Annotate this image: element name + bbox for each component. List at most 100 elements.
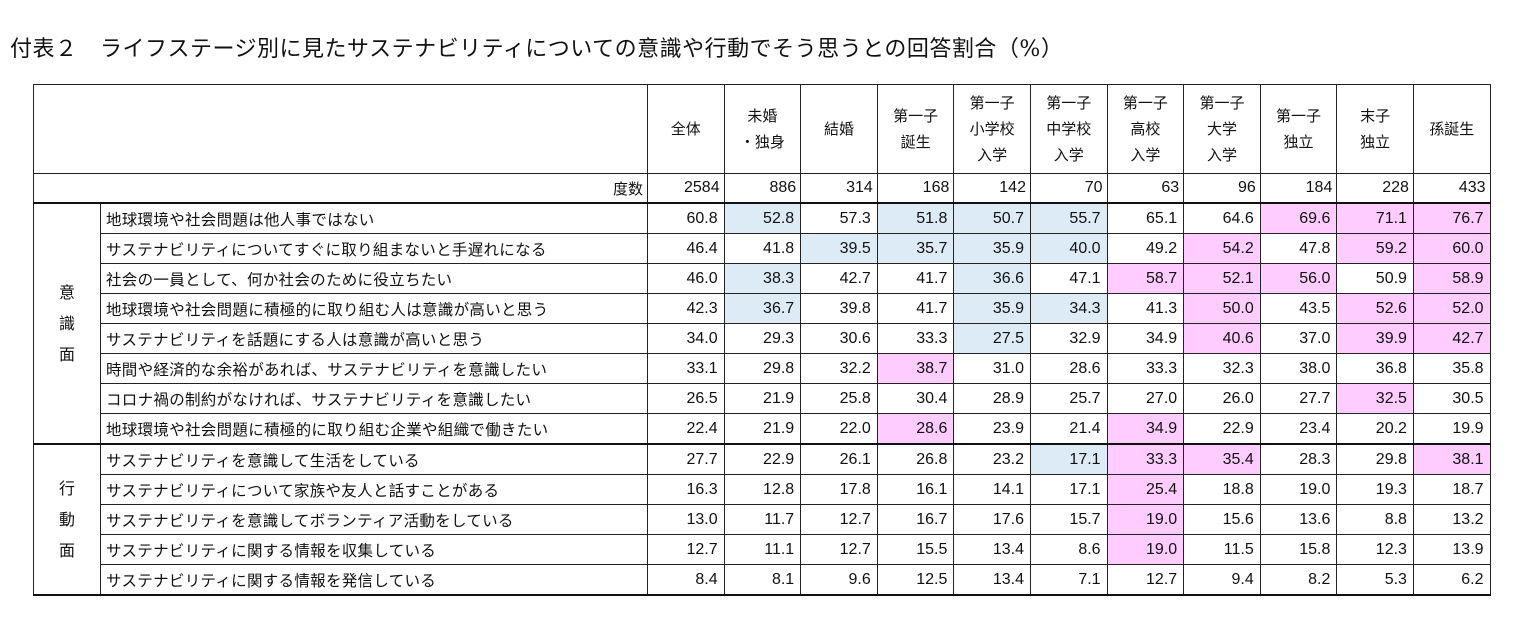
table-row: サステナビリティに関する情報を発信している 8.4 8.1 9.6 12.5 13.4 7.… (34, 564, 1491, 596)
value-cell: 29.8 (723, 353, 802, 384)
value-cell: 36.7 (723, 293, 802, 324)
value-cell: 13.0 (647, 504, 725, 535)
value-cell: 29.3 (723, 323, 802, 354)
value-cell: 58.9 (1412, 263, 1491, 294)
row-label: サステナビリティについて家族や友人と話すことがある (100, 474, 648, 505)
column-header-line: 第一子 (1122, 94, 1168, 112)
column-header-line: 第一子 (969, 94, 1015, 112)
column-header-line: 第一子 (1276, 107, 1322, 125)
value-cell: 12.5 (876, 564, 955, 596)
value-cell: 59.2 (1336, 233, 1414, 264)
column-header-line: 第一子 (1046, 94, 1092, 112)
table-row: 時間や経済的な余裕があれば、サステナビリティを意識したい 33.1 29.8 32.2… (34, 353, 1491, 384)
count-cell: 142 (953, 173, 1031, 204)
value-cell: 36.6 (953, 263, 1031, 294)
value-cell: 42.3 (647, 293, 725, 324)
column-header-line: 中学校 (1046, 120, 1092, 138)
value-cell: 23.2 (953, 443, 1031, 475)
value-cell: 28.6 (1029, 353, 1108, 384)
value-cell: 39.5 (800, 233, 878, 264)
value-cell: 71.1 (1336, 202, 1414, 234)
column-header: 未婚 ・独身 (723, 84, 802, 174)
value-cell: 30.5 (1412, 383, 1491, 414)
header-corner-cell (33, 84, 648, 174)
column-header: 第一子 中学校 入学 (1029, 84, 1108, 174)
count-cell: 96 (1183, 173, 1261, 204)
value-cell: 51.8 (876, 202, 955, 234)
value-cell: 13.6 (1259, 504, 1338, 535)
table-row: 意識面地球環境や社会問題は他人事ではない 60.8 52.8 57.3 51.8 50.7… (33, 202, 1491, 445)
value-cell: 35.4 (1183, 443, 1261, 475)
column-header-line: 高校 (1130, 120, 1161, 138)
value-cell: 28.3 (1259, 443, 1338, 475)
column-header-line: 誕生 (900, 133, 931, 151)
value-cell: 27.7 (647, 443, 725, 475)
value-cell: 19.0 (1106, 504, 1185, 535)
value-cell: 35.7 (876, 233, 955, 264)
value-cell: 38.7 (876, 353, 955, 384)
value-cell: 41.3 (1106, 293, 1185, 324)
value-cell: 50.0 (1183, 293, 1261, 324)
value-cell: 30.6 (800, 323, 878, 354)
value-cell: 23.4 (1259, 413, 1338, 445)
value-cell: 38.1 (1412, 443, 1491, 475)
row-label: 時間や経済的な余裕があれば、サステナビリティを意識したい (100, 353, 648, 384)
value-cell: 38.3 (723, 263, 802, 294)
value-cell: 22.9 (1183, 413, 1261, 445)
row-label: 地球環境や社会問題に積極的に取り組む企業や組織で働きたい (100, 413, 648, 445)
column-header-line: 孫誕生 (1429, 120, 1475, 138)
value-cell: 13.9 (1412, 534, 1491, 565)
row-label: サステナビリティに関する情報を収集している (100, 534, 648, 565)
column-header: 第一子 誕生 (876, 84, 955, 174)
value-cell: 47.1 (1029, 263, 1108, 294)
count-cell: 314 (800, 173, 878, 204)
page-title: 付表２ ライフステージ別に見たサステナビリティについての意識や行動でそう思うとの… (10, 37, 1064, 62)
value-cell: 35.8 (1412, 353, 1491, 384)
value-cell: 54.2 (1183, 233, 1261, 264)
value-cell: 41.7 (876, 263, 955, 294)
section-label: 意識面 (33, 202, 101, 445)
value-cell: 35.9 (953, 233, 1031, 264)
count-cell: 184 (1259, 173, 1338, 204)
column-header: 第一子 小学校 入学 (953, 84, 1031, 174)
count-label: 度数 (33, 173, 648, 204)
value-cell: 56.0 (1259, 263, 1338, 294)
row-label: 地球環境や社会問題に積極的に取り組む人は意識が高いと思う (100, 293, 648, 324)
row-label: サステナビリティを意識してボランティア活動をしている (100, 504, 648, 535)
value-cell: 52.6 (1336, 293, 1414, 324)
value-cell: 12.7 (1106, 564, 1185, 596)
value-cell: 8.8 (1336, 504, 1414, 535)
column-header: 結婚 (800, 84, 878, 174)
row-label: コロナ禍の制約がなければ、サステナビリティを意識したい (100, 383, 648, 414)
value-cell: 32.3 (1183, 353, 1261, 384)
value-cell: 17.8 (800, 474, 878, 505)
value-cell: 15.5 (876, 534, 955, 565)
value-cell: 34.9 (1106, 323, 1185, 354)
column-header-line: 大学 (1206, 120, 1237, 138)
value-cell: 39.8 (800, 293, 878, 324)
table-row: 地球環境や社会問題に積極的に取り組む人は意識が高いと思う 42.3 36.7 39.8… (34, 293, 1491, 324)
value-cell: 21.4 (1029, 413, 1108, 445)
value-cell: 25.7 (1029, 383, 1108, 414)
value-cell: 33.3 (1106, 353, 1185, 384)
count-row: 度数 2584 886 314 168 142 70 63 96 184 228 433 (33, 173, 1491, 204)
column-header-line: 入学 (1053, 146, 1084, 164)
value-cell: 8.2 (1259, 564, 1338, 596)
value-cell: 17.1 (1029, 474, 1108, 505)
column-header-line: 入学 (1130, 146, 1161, 164)
value-cell: 65.1 (1106, 202, 1185, 234)
row-label: サステナビリティについてすぐに取り組まないと手遅れになる (100, 233, 648, 264)
column-header-line: 末子 (1360, 107, 1391, 125)
table-row: サステナビリティを話題にする人は意識が高いと思う 34.0 29.3 30.6 33.3… (34, 323, 1491, 354)
value-cell: 46.4 (647, 233, 725, 264)
value-cell: 9.4 (1183, 564, 1261, 596)
value-cell: 39.9 (1336, 323, 1414, 354)
value-cell: 14.1 (953, 474, 1031, 505)
value-cell: 50.7 (953, 202, 1031, 234)
value-cell: 8.1 (723, 564, 802, 596)
value-cell: 21.9 (723, 413, 802, 445)
value-cell: 21.9 (723, 383, 802, 414)
count-cell: 70 (1029, 173, 1108, 204)
value-cell: 41.8 (723, 233, 802, 264)
table-row: サステナビリティに関する情報を収集している 12.7 11.1 12.7 15.5 13.… (34, 534, 1491, 565)
